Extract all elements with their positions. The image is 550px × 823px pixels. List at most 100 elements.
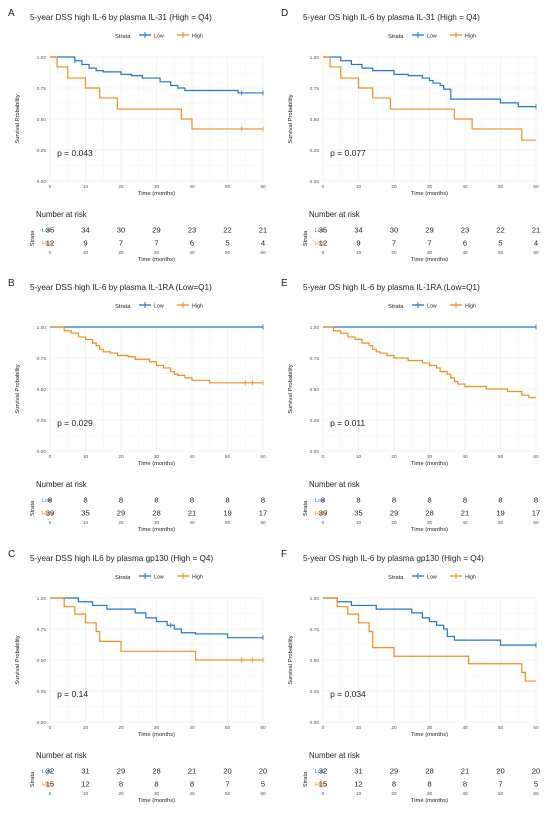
panel-title: 5-year OS high IL-6 by plasma IL-31 (Hig…	[303, 13, 480, 22]
risk-count: 8	[498, 496, 502, 505]
risk-count: 5	[498, 239, 502, 248]
x-tick-label: 30	[427, 184, 433, 190]
risk-x-axis-label: Time (months)	[138, 527, 175, 533]
panel-letter: D	[281, 8, 288, 19]
y-axis-label: Survival Probability	[15, 635, 21, 684]
panel-title: 5-year OS high IL-6 by plasma IL-1RA (Lo…	[303, 283, 480, 292]
panel-letter: F	[281, 549, 287, 560]
x-tick-label: 10	[356, 454, 362, 460]
risk-x-tick-label: 10	[356, 791, 362, 797]
risk-count: 19	[496, 509, 504, 518]
risk-count: 6	[190, 239, 194, 248]
risk-count: 20	[259, 767, 267, 776]
risk-row-label-low: Low	[315, 498, 325, 504]
y-tick-label: 0.00	[37, 179, 47, 185]
risk-count: 39	[46, 509, 54, 518]
legend-title: Strata	[388, 34, 404, 40]
risk-count: 19	[223, 509, 231, 518]
x-tick-label: 20	[391, 725, 397, 731]
risk-strata-label: Strata	[30, 771, 36, 787]
x-tick-label: 30	[154, 184, 160, 190]
km-curve-low	[323, 56, 536, 108]
risk-count: 31	[81, 767, 89, 776]
grid	[322, 326, 537, 452]
x-tick-label: 40	[462, 184, 468, 190]
km-curve-high	[323, 326, 536, 399]
risk-count: 30	[390, 226, 398, 235]
x-axis-label: Time (months)	[411, 191, 448, 197]
risk-count: 28	[425, 767, 433, 776]
risk-count: 28	[425, 509, 433, 518]
risk-x-tick-label: 0	[322, 791, 325, 797]
risk-x-tick-label: 20	[118, 520, 124, 526]
x-axis-label: Time (months)	[138, 732, 175, 738]
y-tick-label: 1.00	[37, 596, 47, 602]
y-tick-label: 0.25	[37, 148, 47, 154]
risk-count: 8	[154, 496, 158, 505]
km-curve-low	[323, 597, 536, 646]
risk-x-tick-label: 60	[260, 250, 266, 256]
x-tick-label: 40	[462, 454, 468, 460]
y-tick-label: 0.00	[37, 720, 47, 726]
km-curve-low	[50, 56, 263, 94]
risk-count: 4	[261, 239, 265, 248]
risk-count: 29	[390, 509, 398, 518]
risk-count: 21	[461, 767, 469, 776]
x-axis-label: Time (months)	[411, 461, 448, 467]
panel-title: 5-year DSS high IL-6 by plasma IL-1RA (L…	[30, 283, 212, 292]
risk-count: 5	[534, 780, 538, 789]
panel-letter: A	[8, 8, 15, 19]
x-tick-label: 0	[322, 454, 325, 460]
risk-strata-label: Strata	[303, 230, 309, 246]
risk-count: 8	[392, 780, 396, 789]
y-tick-label: 1.00	[37, 55, 47, 61]
risk-x-tick-label: 40	[189, 250, 195, 256]
risk-count: 6	[463, 239, 467, 248]
panel-letter: B	[8, 278, 15, 289]
risk-count: 39	[319, 509, 327, 518]
p-value: p = 0.043	[57, 148, 93, 158]
legend-label-high: High	[465, 34, 476, 40]
risk-count: 5	[225, 239, 229, 248]
risk-table-title: Number at risk	[309, 480, 360, 489]
x-tick-label: 40	[189, 454, 195, 460]
x-tick-label: 10	[83, 454, 89, 460]
km-curve-high	[323, 56, 536, 141]
risk-count: 22	[496, 226, 504, 235]
risk-count: 29	[117, 509, 125, 518]
y-axis-label: Survival Probability	[15, 94, 21, 143]
legend-label-high: High	[192, 304, 203, 310]
risk-x-tick-label: 30	[154, 250, 160, 256]
risk-count: 8	[356, 496, 360, 505]
risk-count: 7	[154, 239, 158, 248]
risk-strata-label: Strata	[303, 500, 309, 516]
risk-count: 20	[496, 767, 504, 776]
risk-x-tick-label: 20	[391, 250, 397, 256]
risk-x-tick-label: 50	[225, 520, 231, 526]
risk-count: 8	[392, 496, 396, 505]
x-tick-label: 60	[533, 454, 539, 460]
y-tick-label: 0.00	[37, 449, 47, 455]
x-tick-label: 0	[322, 725, 325, 731]
risk-x-axis-label: Time (months)	[138, 257, 175, 263]
y-tick-label: 0.50	[310, 387, 320, 393]
risk-count: 8	[463, 780, 467, 789]
risk-count: 22	[223, 226, 231, 235]
risk-x-tick-label: 10	[83, 791, 89, 797]
risk-x-axis-label: Time (months)	[411, 798, 448, 804]
legend-title: Strata	[115, 575, 131, 581]
risk-count: 8	[48, 496, 52, 505]
risk-table-title: Number at risk	[36, 480, 87, 489]
risk-x-tick-label: 50	[498, 791, 504, 797]
risk-count: 20	[532, 767, 540, 776]
y-tick-label: 0.00	[310, 179, 320, 185]
panel-b: B 5-year DSS high IL-6 by plasma IL-1RA (…	[8, 278, 267, 533]
x-tick-label: 60	[533, 725, 539, 731]
x-tick-label: 20	[118, 184, 124, 190]
y-tick-label: 1.00	[310, 596, 320, 602]
km-curve-high	[323, 597, 536, 682]
km-curve-high	[50, 56, 263, 130]
legend-label-low: Low	[427, 304, 437, 310]
risk-strata-label: Strata	[303, 771, 309, 787]
x-tick-label: 50	[498, 725, 504, 731]
